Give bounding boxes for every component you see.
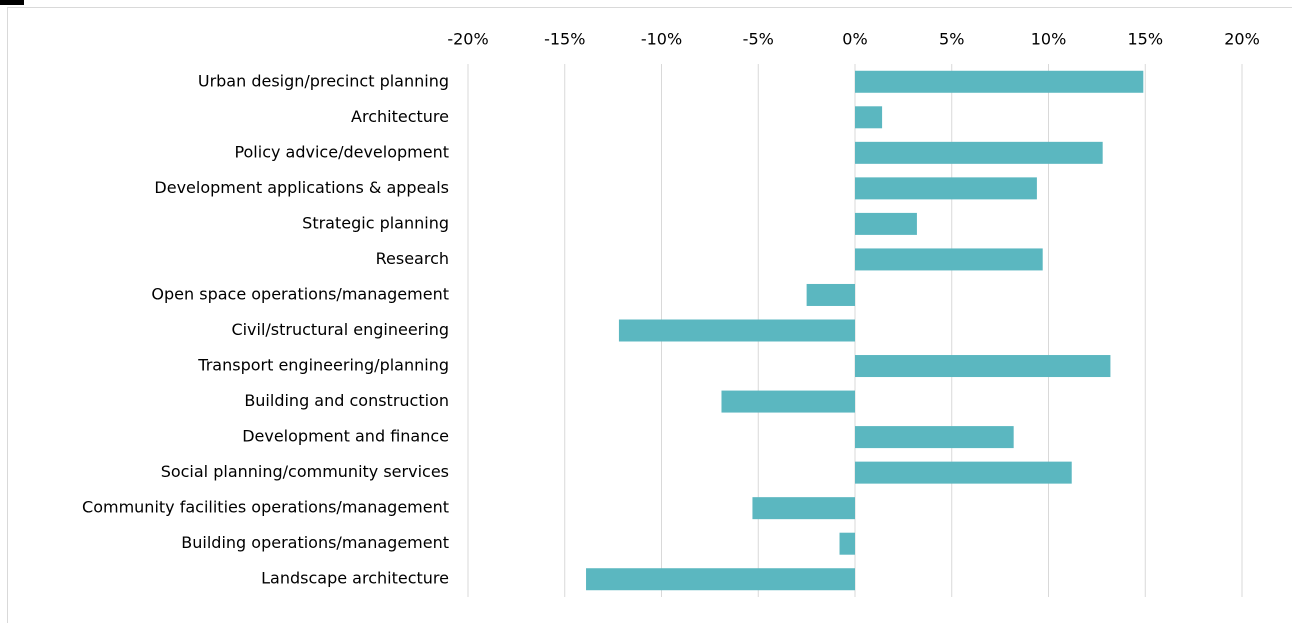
x-tick-label: -20%: [447, 30, 488, 49]
y-tick-label: Building and construction: [244, 391, 449, 410]
y-tick-label: Policy advice/development: [234, 142, 449, 161]
bar: [855, 177, 1037, 200]
x-tick-label: 0%: [842, 30, 867, 49]
y-tick-label: Building operations/management: [181, 533, 449, 552]
bar: [855, 212, 917, 235]
x-tick-label: 15%: [1127, 30, 1163, 49]
chart-frame: [7, 7, 1292, 623]
y-tick-label: Strategic planning: [302, 213, 449, 232]
x-tick-label: 5%: [939, 30, 964, 49]
cropped-title: [0, 0, 24, 5]
x-tick-label: 20%: [1224, 30, 1260, 49]
y-tick-label: Social planning/community services: [161, 462, 449, 481]
bar: [855, 70, 1144, 93]
bar: [855, 141, 1103, 164]
bar: [806, 283, 855, 306]
y-tick-label: Development applications & appeals: [154, 178, 449, 197]
x-tick-label: 10%: [1031, 30, 1067, 49]
bar: [618, 319, 855, 342]
y-tick-label: Landscape architecture: [261, 569, 449, 588]
y-tick-label: Research: [376, 249, 449, 268]
y-tick-label: Architecture: [351, 107, 449, 126]
y-tick-label: Urban design/precinct planning: [198, 71, 449, 90]
x-tick-label: -15%: [544, 30, 585, 49]
y-tick-label: Development and finance: [242, 427, 449, 446]
x-tick-label: -10%: [641, 30, 682, 49]
bar: [855, 355, 1111, 378]
x-tick-label: -5%: [743, 30, 774, 49]
bar: [855, 461, 1072, 484]
bar: [721, 390, 855, 413]
bar: [855, 426, 1014, 449]
y-tick-label: Open space operations/management: [151, 284, 449, 303]
bar: [839, 532, 855, 555]
bar: [586, 568, 855, 591]
bar: [752, 497, 855, 520]
bar: [855, 248, 1043, 271]
y-tick-label: Community facilities operations/manageme…: [82, 498, 449, 517]
y-tick-label: Civil/structural engineering: [231, 320, 449, 339]
bar: [855, 106, 883, 129]
y-tick-label: Transport engineering/planning: [197, 356, 449, 375]
